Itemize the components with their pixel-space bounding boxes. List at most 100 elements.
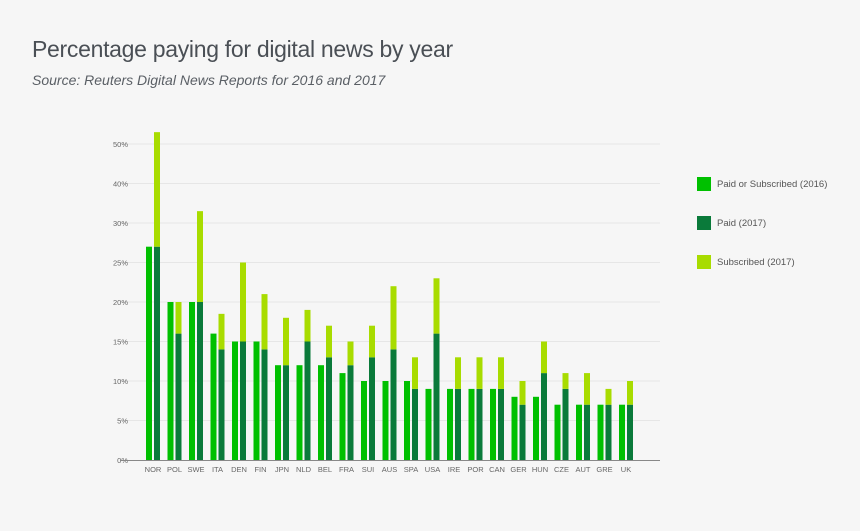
bar-paid-2017 (455, 388, 461, 460)
bar-subscribed-2017 (541, 341, 547, 374)
bar-paid-2017 (476, 388, 483, 460)
bar-2016 (576, 404, 582, 460)
bar-2016 (447, 388, 453, 460)
bar-subscribed-2017 (433, 278, 440, 334)
bar-paid-2017 (627, 404, 633, 460)
chart-title: Percentage paying for digital news by ye… (32, 36, 453, 62)
bar-2016 (167, 302, 174, 460)
bar-2016 (533, 396, 539, 460)
bar-paid-2017 (390, 349, 397, 460)
bar-subscribed-2017 (519, 381, 526, 405)
bar-subscribed-2017 (154, 132, 160, 247)
bar-subscribed-2017 (369, 325, 375, 358)
x-tick-label: CAN (489, 465, 505, 474)
x-tick-label: SPA (404, 465, 418, 474)
y-tick-label: 50% (113, 140, 128, 149)
bar-paid-2017 (519, 404, 526, 460)
bar-subscribed-2017 (261, 294, 268, 350)
x-tick-label: POR (467, 465, 484, 474)
x-tick-label: SWE (187, 465, 204, 474)
bar-2016 (253, 341, 260, 460)
x-tick-label: GRE (596, 465, 612, 474)
y-tick-label: 10% (113, 377, 128, 386)
x-tick-label: DEN (231, 465, 247, 474)
bar-paid-2017 (218, 349, 225, 460)
y-tick-label: 25% (113, 259, 128, 268)
legend: Paid or Subscribed (2016) Paid (2017) Su… (697, 176, 827, 293)
bar-subscribed-2017 (283, 317, 289, 366)
legend-label: Subscribed (2017) (717, 256, 795, 268)
legend-label: Paid (2017) (717, 217, 767, 229)
legend-label: Paid or Subscribed (2016) (717, 178, 828, 190)
x-tick-label: UK (621, 465, 631, 474)
x-tick-label: ITA (212, 465, 223, 474)
bar-subscribed-2017 (347, 341, 354, 366)
bar-2016 (404, 381, 410, 460)
bar-2016 (597, 404, 604, 460)
bar-paid-2017 (369, 357, 375, 460)
bar-paid-2017 (541, 373, 547, 460)
bar-subscribed-2017 (498, 357, 504, 389)
bar-subscribed-2017 (218, 313, 225, 350)
bar-subscribed-2017 (412, 357, 418, 389)
bar-subscribed-2017 (584, 373, 590, 405)
x-tick-label: HUN (532, 465, 548, 474)
y-tick-label: 20% (113, 298, 128, 307)
bar-2016 (425, 388, 432, 460)
x-tick-label: CZE (554, 465, 569, 474)
bar-subscribed-2017 (197, 211, 203, 302)
bar-paid-2017 (433, 333, 440, 460)
y-tick-label: 15% (113, 338, 128, 347)
bar-2016 (490, 388, 496, 460)
bar-subscribed-2017 (605, 388, 612, 405)
x-tick-label: NLD (296, 465, 312, 474)
bar-subscribed-2017 (562, 373, 569, 389)
bar-2016 (189, 302, 195, 460)
x-tick-label: AUT (576, 465, 591, 474)
bar-2016 (318, 365, 324, 460)
bar-subscribed-2017 (175, 302, 182, 334)
bar-2016 (232, 341, 238, 460)
bar-2016 (275, 365, 281, 460)
legend-item-2016: Paid or Subscribed (2016) (697, 176, 827, 192)
bar-paid-2017 (605, 404, 612, 460)
bar-subscribed-2017 (304, 309, 311, 342)
x-tick-label: FIN (254, 465, 266, 474)
x-tick-label: POL (167, 465, 182, 474)
bar-paid-2017 (326, 357, 332, 460)
x-tick-label: NOR (145, 465, 162, 474)
bar-2016 (339, 373, 346, 460)
x-tick-label: SUI (362, 465, 375, 474)
legend-item-subscribed-2017: Subscribed (2017) (697, 254, 827, 270)
bar-2016 (468, 388, 475, 460)
x-tick-label: BEL (318, 465, 332, 474)
y-tick-label: 40% (113, 180, 128, 189)
bar-subscribed-2017 (627, 381, 633, 405)
bar-paid-2017 (261, 349, 268, 460)
y-tick-label: 30% (113, 219, 128, 228)
x-tick-label: GER (510, 465, 527, 474)
bar-subscribed-2017 (476, 357, 483, 389)
bar-subscribed-2017 (455, 357, 461, 389)
bar-2016 (382, 381, 389, 460)
bar-subscribed-2017 (326, 325, 332, 358)
bar-2016 (146, 246, 152, 460)
x-tick-label: USA (425, 465, 440, 474)
bar-subscribed-2017 (240, 262, 246, 342)
bar-paid-2017 (498, 388, 504, 460)
bar-2016 (361, 381, 367, 460)
bar-paid-2017 (347, 365, 354, 460)
bar-2016 (619, 404, 625, 460)
bar-subscribed-2017 (390, 286, 397, 350)
legend-swatch (697, 216, 711, 230)
x-tick-label: JPN (275, 465, 289, 474)
bar-2016 (210, 333, 217, 460)
x-tick-label: IRE (448, 465, 461, 474)
legend-swatch (697, 255, 711, 269)
bar-paid-2017 (412, 388, 418, 460)
bar-2016 (296, 365, 303, 460)
bar-paid-2017 (197, 302, 203, 460)
bar-paid-2017 (175, 333, 182, 460)
bar-paid-2017 (584, 404, 590, 460)
